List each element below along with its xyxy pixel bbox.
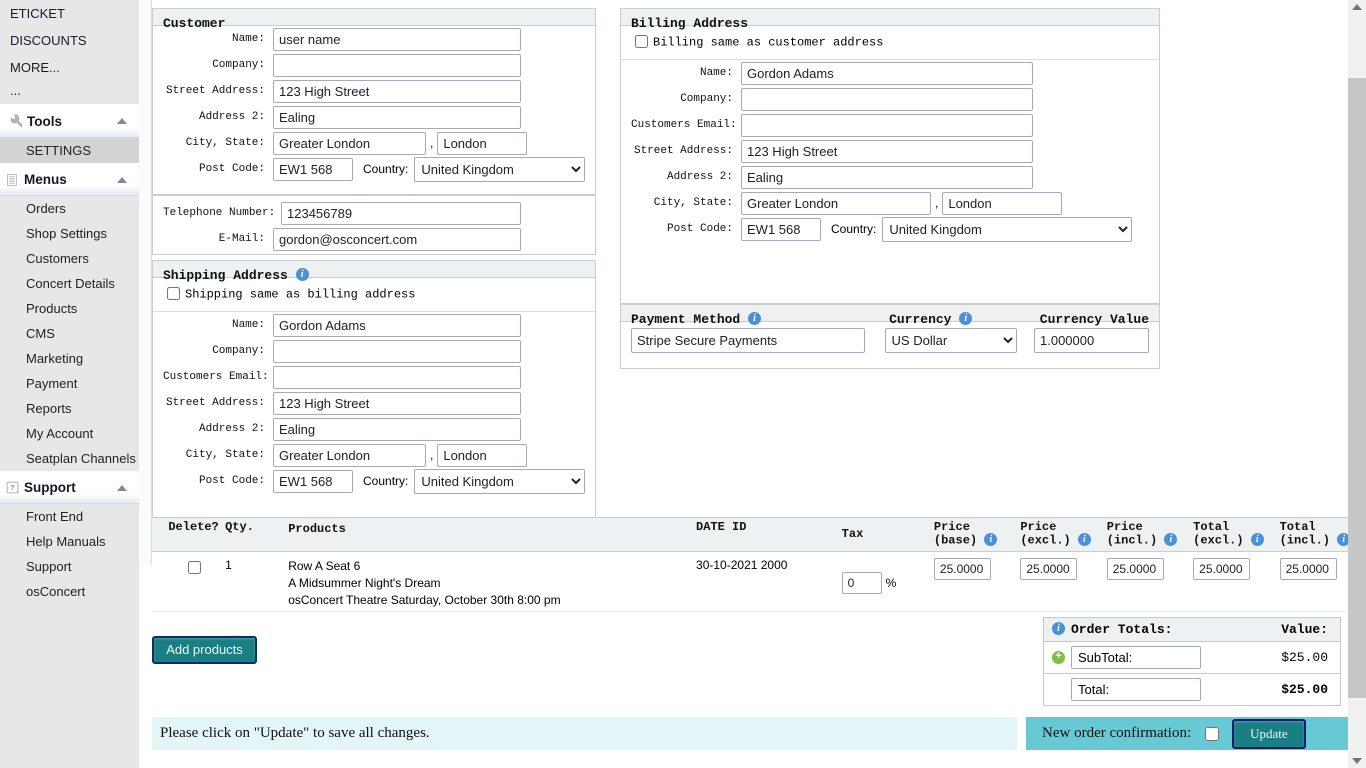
svg-text:?: ? xyxy=(10,485,14,492)
